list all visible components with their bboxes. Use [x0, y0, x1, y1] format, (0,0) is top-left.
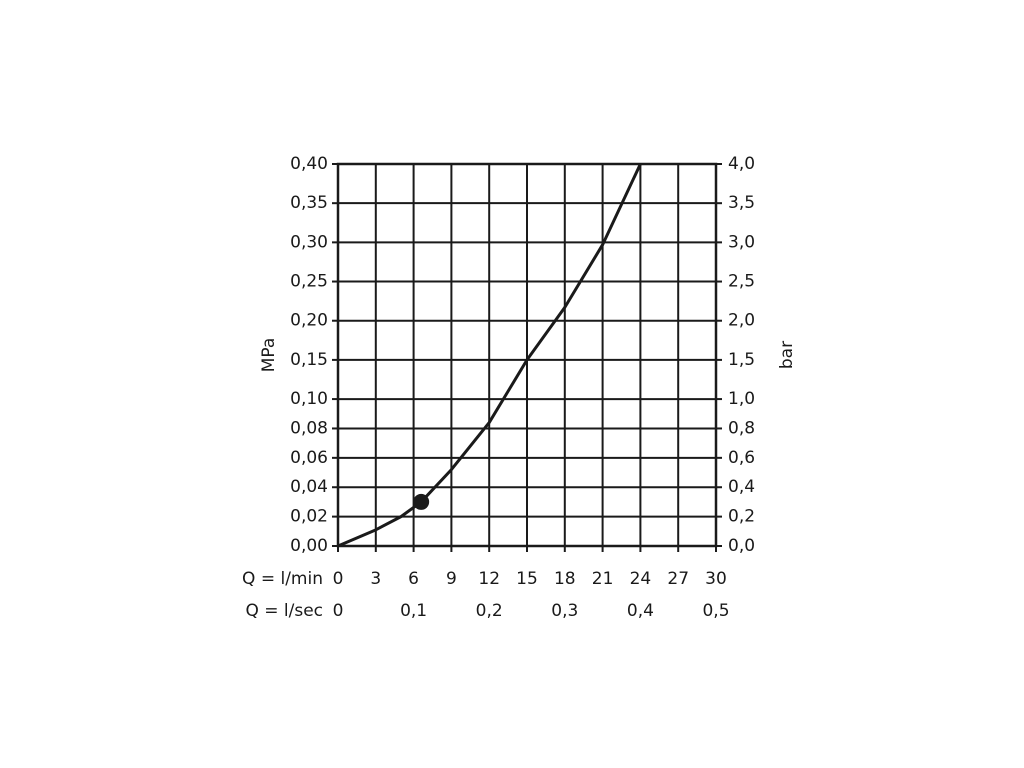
- y2-tick-label: 3,0: [728, 232, 755, 252]
- y2-tick-label: 4,0: [728, 154, 755, 174]
- operating-point: [413, 493, 430, 510]
- curve: [337, 163, 642, 548]
- x-axis-label: Q = l/min: [242, 569, 323, 589]
- x-tick-label: 24: [630, 569, 652, 589]
- x2-tick-label: 0,5: [702, 601, 729, 621]
- y2-tick-label: 3,5: [728, 193, 755, 213]
- y2-tick-label: 0,4: [728, 477, 755, 497]
- y-tick-label: 0,35: [290, 193, 328, 213]
- y2-tick-label: 2,5: [728, 272, 755, 292]
- y-tick-label: 0,30: [290, 232, 328, 252]
- y-tick-label: 0,00: [290, 536, 328, 556]
- y2-tick-label: 0,0: [728, 536, 755, 556]
- x2-tick-label: 0,4: [627, 601, 654, 621]
- y-tick-label: 0,08: [290, 418, 328, 438]
- y2-tick-label: 0,8: [728, 418, 755, 438]
- y2-axis-label: bar: [777, 341, 797, 369]
- y-axis-label: MPa: [259, 338, 279, 373]
- y2-tick-label: 2,0: [728, 311, 755, 331]
- x-tick-label: 6: [408, 569, 419, 589]
- y2-tick-label: 0,6: [728, 448, 755, 468]
- y2-tick-label: 1,5: [728, 350, 755, 370]
- x2-tick-label: 0,1: [400, 601, 427, 621]
- plot-frame: [336, 162, 718, 548]
- x-tick-label: 12: [478, 569, 500, 589]
- x2-tick-label: 0,3: [551, 601, 578, 621]
- x-tick-label: 0: [333, 569, 344, 589]
- x2-tick-label: 0,2: [476, 601, 503, 621]
- x-tick-label: 9: [446, 569, 457, 589]
- x-tick-label: 30: [705, 569, 727, 589]
- y-tick-label: 0,10: [290, 389, 328, 409]
- x2-axis-label: Q = l/sec: [245, 601, 323, 621]
- y-tick-label: 0,40: [290, 154, 328, 174]
- x-tick-label: 15: [516, 569, 538, 589]
- y-tick-label: 0,15: [290, 350, 328, 370]
- y-tick-label: 0,25: [290, 272, 328, 292]
- y-tick-label: 0,20: [290, 311, 328, 331]
- x-tick-label: 27: [667, 569, 689, 589]
- y-tick-label: 0,04: [290, 477, 328, 497]
- y2-tick-label: 0,2: [728, 507, 755, 527]
- y2-tick-label: 1,0: [728, 389, 755, 409]
- y-tick-label: 0,06: [290, 448, 328, 468]
- x-tick-label: 21: [592, 569, 614, 589]
- x-tick-label: 18: [554, 569, 576, 589]
- x-tick-label: 3: [370, 569, 381, 589]
- y-tick-label: 0,02: [290, 507, 328, 527]
- x2-tick-label: 0: [333, 601, 344, 621]
